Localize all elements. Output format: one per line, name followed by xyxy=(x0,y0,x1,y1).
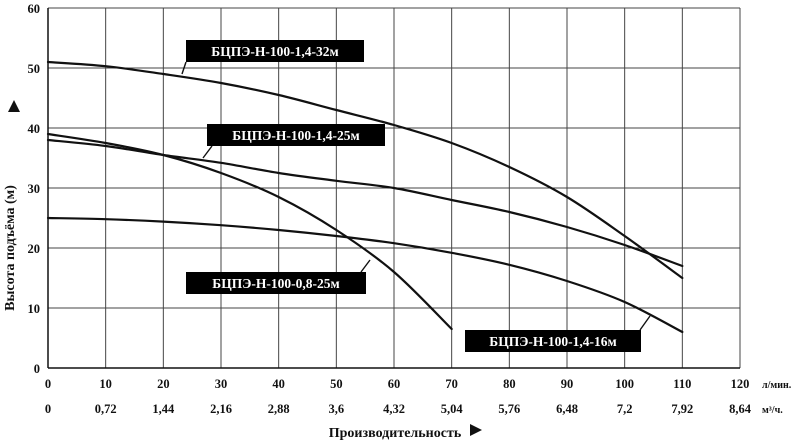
x-tick-label-secondary: 6,48 xyxy=(556,402,578,416)
x-tick-label-secondary: 0 xyxy=(45,402,51,416)
x-tick-label: 70 xyxy=(445,377,458,391)
y-tick-label: 20 xyxy=(28,242,41,256)
x-unit-secondary: м³/ч. xyxy=(762,405,783,416)
series-line-0 xyxy=(46,60,684,280)
x-tick-label: 60 xyxy=(388,377,401,391)
x-tick-label: 40 xyxy=(272,377,285,391)
x-tick-label-secondary: 7,2 xyxy=(617,402,633,416)
x-tick-label-secondary: 5,04 xyxy=(441,402,464,416)
x-tick-label: 20 xyxy=(157,377,170,391)
x-tick-label-secondary: 2,16 xyxy=(210,402,232,416)
series-label: БЦПЭ-Н-100-1,4-25м xyxy=(232,128,359,143)
x-tick-label-secondary: 8,64 xyxy=(729,402,752,416)
x-tick-label-secondary: 3,6 xyxy=(329,402,345,416)
y-axis-arrow-icon xyxy=(8,100,20,112)
y-tick-label: 0 xyxy=(34,362,40,376)
series-label-leader xyxy=(202,145,213,159)
series-label-box xyxy=(465,330,641,352)
series-label-leader xyxy=(639,315,651,331)
series-line-3 xyxy=(46,216,684,334)
x-unit-primary: л/мин. xyxy=(762,380,792,391)
x-tick-label-secondary: 0,72 xyxy=(95,402,117,416)
series-line-2 xyxy=(46,132,453,331)
x-tick-label: 0 xyxy=(45,377,51,391)
series-label-box xyxy=(186,272,366,294)
y-tick-label: 30 xyxy=(28,182,41,196)
x-tick-label-secondary: 5,76 xyxy=(498,402,520,416)
x-tick-label-secondary: 4,32 xyxy=(383,402,405,416)
series-label-box xyxy=(207,124,385,146)
series-label-leader xyxy=(181,61,187,75)
y-tick-label: 60 xyxy=(28,2,41,16)
x-axis-title: Производительность xyxy=(329,426,462,440)
series-line-1 xyxy=(46,138,684,268)
y-axis-title: Высота подъёма (м) xyxy=(3,185,18,311)
x-tick-label: 30 xyxy=(215,377,228,391)
series-label-leader xyxy=(360,259,371,273)
series-label: БЦПЭ-Н-100-1,4-16м xyxy=(489,334,616,349)
x-tick-label-secondary: 7,92 xyxy=(671,402,693,416)
x-tick-label: 80 xyxy=(503,377,516,391)
series-label-box xyxy=(186,40,364,62)
y-tick-label: 10 xyxy=(28,302,41,316)
series-label: БЦПЭ-Н-100-1,4-32м xyxy=(211,44,338,59)
x-axis-arrow-icon xyxy=(470,424,482,436)
x-tick-label: 90 xyxy=(561,377,574,391)
x-tick-label-secondary: 1,44 xyxy=(152,402,175,416)
x-tick-label-secondary: 2,88 xyxy=(268,402,290,416)
x-tick-label: 110 xyxy=(673,377,691,391)
y-tick-label: 50 xyxy=(28,62,41,76)
x-tick-label: 100 xyxy=(615,377,634,391)
y-tick-label: 40 xyxy=(28,122,41,136)
series-label: БЦПЭ-Н-100-0,8-25м xyxy=(212,276,339,291)
x-tick-label: 50 xyxy=(330,377,343,391)
x-tick-label: 10 xyxy=(99,377,112,391)
x-tick-label: 120 xyxy=(731,377,750,391)
